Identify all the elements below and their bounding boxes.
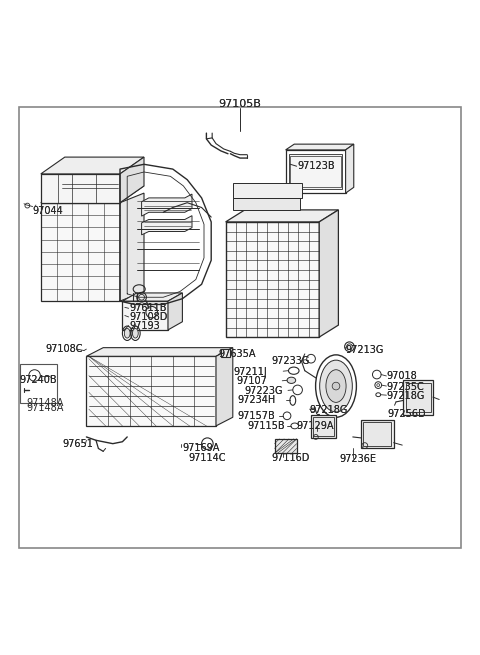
Text: 97235C: 97235C: [386, 382, 424, 392]
Text: 97211J: 97211J: [234, 367, 267, 377]
Text: 97218G: 97218G: [310, 405, 348, 415]
Text: 97213G: 97213G: [346, 345, 384, 355]
Ellipse shape: [124, 328, 130, 338]
Text: 97114C: 97114C: [189, 453, 226, 463]
Text: 97116D: 97116D: [271, 453, 310, 463]
Text: 97157B: 97157B: [238, 411, 276, 421]
Text: 97233G: 97233G: [272, 356, 310, 366]
Text: 97240B: 97240B: [19, 375, 57, 385]
Ellipse shape: [287, 377, 296, 383]
Text: 97123B: 97123B: [298, 161, 335, 171]
Text: 97105B: 97105B: [218, 100, 262, 109]
Ellipse shape: [132, 328, 138, 338]
Polygon shape: [142, 215, 192, 235]
Text: 97256D: 97256D: [388, 409, 426, 419]
Text: 97108D: 97108D: [130, 312, 168, 322]
Polygon shape: [226, 222, 319, 337]
Polygon shape: [120, 157, 144, 202]
Polygon shape: [221, 349, 230, 357]
Text: 97129A: 97129A: [297, 421, 334, 431]
Polygon shape: [86, 356, 216, 426]
Polygon shape: [142, 194, 192, 216]
Text: 97018: 97018: [386, 371, 417, 381]
Polygon shape: [122, 301, 168, 330]
Text: 97044: 97044: [33, 206, 63, 216]
Polygon shape: [216, 348, 233, 426]
Bar: [233, 183, 302, 198]
Circle shape: [377, 384, 380, 386]
Circle shape: [332, 383, 340, 390]
Polygon shape: [120, 193, 144, 301]
Text: 97116D: 97116D: [271, 453, 310, 463]
Text: 97256D: 97256D: [388, 409, 426, 419]
Bar: [406, 383, 431, 413]
Text: 97213G: 97213G: [346, 345, 384, 355]
Text: 97651: 97651: [62, 439, 93, 449]
Polygon shape: [346, 144, 354, 193]
Polygon shape: [41, 202, 120, 301]
Text: 97234H: 97234H: [238, 396, 276, 405]
Text: 97115B: 97115B: [247, 421, 285, 431]
Text: 97148A: 97148A: [26, 398, 64, 408]
Polygon shape: [122, 293, 182, 301]
Polygon shape: [319, 210, 338, 337]
Text: 97651: 97651: [62, 439, 93, 449]
Text: 97169A: 97169A: [182, 443, 220, 453]
Bar: [361, 420, 394, 449]
Ellipse shape: [326, 369, 346, 402]
Polygon shape: [41, 157, 144, 174]
Text: 97107: 97107: [237, 376, 267, 386]
Text: 97148A: 97148A: [26, 403, 64, 413]
Text: 97235C: 97235C: [386, 382, 424, 392]
Text: 97611B: 97611B: [130, 303, 167, 313]
Text: 97234H: 97234H: [238, 396, 276, 405]
Text: 97635A: 97635A: [218, 349, 256, 360]
Text: 97193: 97193: [130, 320, 160, 331]
Text: 97169A: 97169A: [182, 443, 220, 453]
Polygon shape: [286, 144, 354, 150]
Text: 97635A: 97635A: [218, 349, 256, 360]
Text: 97108C: 97108C: [46, 344, 83, 354]
Text: 97123B: 97123B: [298, 161, 335, 171]
Bar: [313, 417, 334, 436]
Bar: [363, 422, 391, 446]
Text: 97240B: 97240B: [19, 375, 57, 385]
Text: 97193: 97193: [130, 320, 160, 331]
Bar: [311, 415, 336, 438]
Bar: [403, 381, 433, 415]
Text: 97223G: 97223G: [245, 386, 283, 396]
Polygon shape: [275, 439, 297, 453]
Text: 97223G: 97223G: [245, 386, 283, 396]
Text: 97236E: 97236E: [339, 455, 376, 464]
Text: 97218G: 97218G: [386, 390, 425, 401]
Text: 97129A: 97129A: [297, 421, 334, 431]
Polygon shape: [226, 210, 338, 222]
Polygon shape: [86, 348, 233, 356]
Text: 97105B: 97105B: [218, 100, 262, 109]
Text: 97114C: 97114C: [189, 453, 226, 463]
Polygon shape: [233, 198, 300, 210]
Polygon shape: [41, 174, 120, 202]
Text: 97108D: 97108D: [130, 312, 168, 322]
Polygon shape: [41, 186, 144, 202]
Text: 97211J: 97211J: [234, 367, 267, 377]
Text: 97107: 97107: [237, 376, 267, 386]
Text: 97236E: 97236E: [339, 455, 376, 464]
Polygon shape: [289, 154, 342, 189]
Circle shape: [347, 344, 352, 350]
Text: 97157B: 97157B: [238, 411, 276, 421]
Text: 97018: 97018: [386, 371, 417, 381]
Ellipse shape: [320, 360, 352, 412]
Text: 97233G: 97233G: [272, 356, 310, 366]
Text: 97611B: 97611B: [130, 303, 167, 313]
Text: 97218G: 97218G: [310, 405, 348, 415]
Text: 97044: 97044: [33, 206, 63, 216]
Polygon shape: [168, 293, 182, 330]
Text: 97218G: 97218G: [386, 390, 425, 401]
Text: 97108C: 97108C: [46, 344, 83, 354]
Text: 97115B: 97115B: [247, 421, 285, 431]
